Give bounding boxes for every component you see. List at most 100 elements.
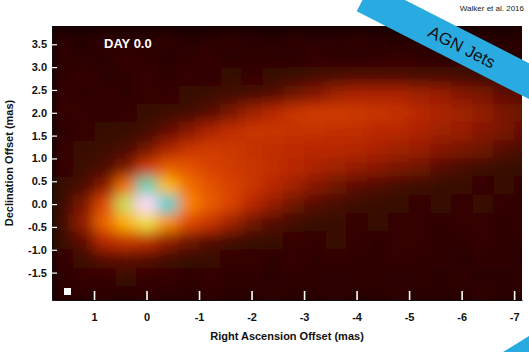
image-cell [157, 177, 179, 196]
banner: AGN Jets [357, 0, 529, 111]
image-cell [283, 232, 305, 251]
image-cell [157, 122, 179, 141]
image-cell [430, 85, 452, 104]
annotation: DAY 0.0 [104, 36, 152, 51]
image-cell [241, 85, 263, 104]
image-cell [115, 122, 137, 141]
image-cell [304, 177, 326, 196]
image-cell [388, 250, 410, 269]
image-cell [136, 85, 158, 104]
image-cell [325, 195, 347, 214]
image-cell [136, 195, 158, 214]
image-cell [409, 140, 431, 159]
image-cell [262, 250, 284, 269]
x-tick-label: -1 [195, 311, 205, 323]
image-cell [430, 177, 452, 196]
image-cell [136, 122, 158, 141]
image-cell [199, 286, 221, 300]
image-cell [283, 250, 305, 269]
x-tick: -5 [405, 291, 415, 323]
image-cell [157, 85, 179, 104]
image-cell [430, 140, 452, 159]
chart: 10-1-2-3-4-5-6-73.53.02.52.01.51.00.50.0… [0, 0, 529, 352]
image-cell [115, 140, 137, 159]
image-cell [73, 250, 95, 269]
image-cell [262, 104, 284, 123]
image-cell [220, 177, 242, 196]
image-cell [220, 31, 242, 50]
image-cell [241, 49, 263, 68]
image-cell [115, 286, 137, 300]
image-cell [157, 104, 179, 123]
image-cell [304, 67, 326, 86]
image-cell [136, 140, 158, 159]
image-cell [157, 195, 179, 214]
image-cell [262, 122, 284, 141]
image-cell [514, 177, 522, 196]
image-cell [325, 104, 347, 123]
image-cell [346, 31, 368, 50]
image-cell [514, 31, 522, 50]
x-tick: -2 [247, 291, 257, 323]
image-cell [451, 268, 473, 287]
image-cell [367, 213, 389, 232]
image-cell [136, 213, 158, 232]
y-tick-mark [52, 113, 57, 114]
image-cell [514, 140, 522, 159]
image-cell [283, 195, 305, 214]
image-cell [52, 104, 74, 123]
image-cell [262, 31, 284, 50]
x-axis-line [53, 300, 523, 301]
image-cell [472, 195, 494, 214]
image-cell [73, 158, 95, 177]
image-cell [493, 232, 515, 251]
image-cell [472, 140, 494, 159]
image-cell [262, 158, 284, 177]
image-cell [199, 177, 221, 196]
image-cell [199, 122, 221, 141]
image-cell [241, 67, 263, 86]
y-tick: -1.0 [28, 244, 57, 256]
x-tick: -1 [195, 291, 205, 323]
image-cell [514, 195, 522, 214]
image-cell [304, 104, 326, 123]
y-tick-mark [52, 227, 57, 228]
image-cell [451, 195, 473, 214]
image-cell [73, 232, 95, 251]
image-cell [199, 67, 221, 86]
image-cell [388, 213, 410, 232]
image-cell [52, 49, 74, 68]
image-cell [304, 213, 326, 232]
image-cell [493, 250, 515, 269]
image-cell [199, 268, 221, 287]
y-tick-mark [52, 67, 57, 68]
image-cell [262, 286, 284, 300]
image-cell [430, 286, 452, 300]
image-cell [241, 213, 263, 232]
image-cell [409, 104, 431, 123]
x-tick-label: -7 [510, 311, 520, 323]
image-cell [73, 268, 95, 287]
image-cell [346, 49, 368, 68]
image-cell [157, 232, 179, 251]
image-cell [52, 140, 74, 159]
image-cell [157, 140, 179, 159]
image-cell [367, 250, 389, 269]
image-cell [73, 85, 95, 104]
image-cell [262, 213, 284, 232]
image-cell [178, 250, 200, 269]
image-cell [220, 122, 242, 141]
image-cell [430, 268, 452, 287]
image-cell [283, 31, 305, 50]
banner-ribbon [357, 0, 529, 111]
plot: 10-1-2-3-4-5-6-73.53.02.52.01.51.00.50.0… [28, 26, 529, 323]
y-tick: -0.5 [28, 221, 57, 233]
x-tick: 1 [91, 291, 97, 323]
image-cell [157, 268, 179, 287]
x-tick-label: -5 [405, 311, 415, 323]
image-cell [346, 158, 368, 177]
image-cell [367, 195, 389, 214]
y-tick-label: 1.0 [32, 152, 47, 164]
image-cell [199, 158, 221, 177]
image-cell [241, 177, 263, 196]
